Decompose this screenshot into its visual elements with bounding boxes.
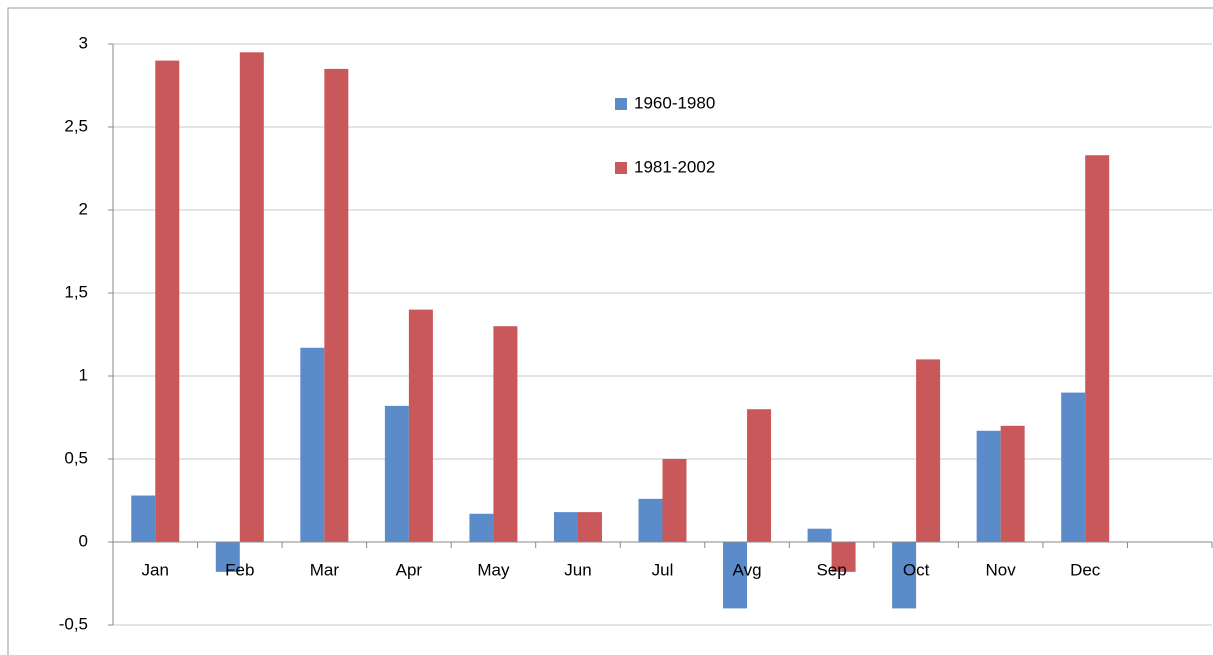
- y-tick-label: 2,5: [64, 116, 88, 135]
- x-tick-label: Mar: [310, 560, 340, 579]
- y-tick-label: 0,5: [64, 448, 88, 467]
- bar: [469, 513, 494, 542]
- bar: [831, 542, 856, 572]
- bar: [239, 52, 264, 543]
- bar: [1085, 155, 1110, 542]
- bar: [892, 542, 917, 609]
- bar: [155, 60, 180, 542]
- x-tick-label: Avg: [733, 560, 762, 579]
- legend-label: 1981-2002: [634, 157, 715, 176]
- bar: [215, 542, 240, 572]
- bar: [1061, 392, 1086, 542]
- bar: [916, 359, 941, 542]
- y-tick-label: 0: [79, 531, 88, 550]
- bar: [324, 68, 349, 543]
- x-tick-label: Nov: [986, 560, 1017, 579]
- x-tick-label: Dec: [1070, 560, 1101, 579]
- x-tick-label: Apr: [396, 560, 423, 579]
- y-tick-label: 3: [79, 33, 88, 52]
- y-tick-label: 1,5: [64, 282, 88, 301]
- bar: [723, 542, 748, 609]
- x-tick-label: Jan: [142, 560, 169, 579]
- bar: [577, 512, 602, 542]
- y-tick-label: 2: [79, 199, 88, 218]
- y-tick-label: 1: [79, 365, 88, 384]
- legend-label: 1960-1980: [634, 93, 715, 112]
- x-tick-label: Feb: [225, 560, 254, 579]
- bar: [384, 405, 409, 542]
- bar: [553, 512, 578, 542]
- chart-frame: [7, 7, 1213, 655]
- x-tick-label: May: [477, 560, 510, 579]
- bar: [408, 309, 433, 542]
- y-tick-label: -0,5: [59, 614, 88, 633]
- bar: [662, 459, 687, 542]
- x-tick-label: Jul: [652, 560, 674, 579]
- bar: [807, 528, 832, 542]
- legend-swatch: [615, 162, 627, 174]
- x-tick-label: Sep: [816, 560, 846, 579]
- legend-swatch: [615, 98, 627, 110]
- bar: [747, 409, 772, 542]
- x-tick-label: Jun: [564, 560, 591, 579]
- x-tick-label: Oct: [903, 560, 930, 579]
- bar: [493, 326, 518, 542]
- bar: [1000, 425, 1025, 542]
- bar: [638, 498, 663, 542]
- bar: [300, 347, 325, 542]
- bar: [976, 430, 1001, 542]
- bar: [131, 495, 156, 542]
